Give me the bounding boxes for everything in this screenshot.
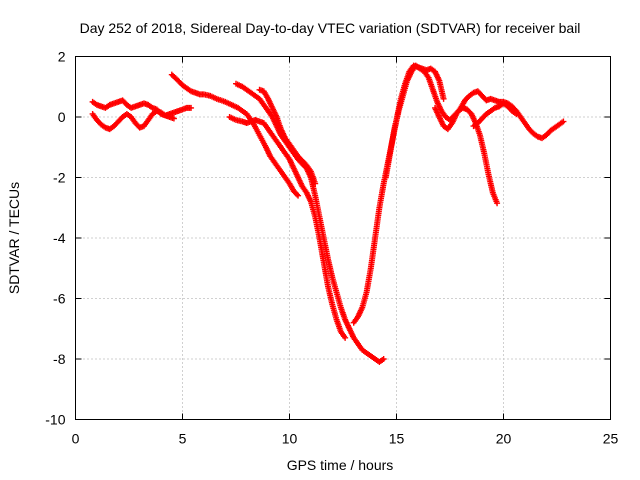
y-tick-label: -8	[53, 351, 66, 367]
x-tick-label: 25	[603, 431, 619, 447]
series-arc-3	[168, 71, 302, 199]
x-tick-label: 5	[179, 431, 187, 447]
series-arc-1	[89, 97, 195, 119]
data-point	[170, 115, 177, 122]
x-tick-label: 20	[496, 431, 512, 447]
series-arc-4	[226, 114, 349, 341]
data-point	[440, 95, 447, 102]
y-tick-label: 0	[58, 109, 66, 125]
x-tick-label: 15	[389, 431, 405, 447]
series-arc-10	[470, 100, 520, 130]
x-axis-label: GPS time / hours	[287, 457, 394, 473]
data-marks	[89, 62, 567, 366]
data-point	[293, 191, 300, 198]
data-point	[295, 192, 302, 199]
plot-frame	[75, 56, 611, 420]
x-tick-label: 0	[72, 431, 80, 447]
data-point	[513, 110, 520, 117]
y-axis-label: SDTVAR / TECUs	[6, 182, 22, 294]
x-tick-label: 10	[282, 431, 298, 447]
grid-lines	[75, 56, 611, 420]
series-arc-2	[89, 107, 177, 133]
data-point	[188, 104, 195, 111]
y-tick-label: -6	[53, 291, 66, 307]
data-point	[560, 118, 567, 125]
axis-ticks: 0 5 10 15 20 25 -10 -8 -6 -4 -2 0 2	[45, 49, 618, 447]
series-arc-6	[256, 86, 319, 187]
data-point	[380, 356, 387, 362]
y-tick-label: -2	[53, 170, 66, 186]
y-tick-label: -10	[45, 412, 65, 428]
data-point	[494, 200, 501, 207]
chart-title: Day 252 of 2018, Sidereal Day-to-day VTE…	[80, 20, 581, 36]
series-arc-9	[432, 88, 567, 142]
data-point	[342, 334, 349, 341]
data-point	[312, 180, 319, 187]
y-tick-label: -4	[53, 230, 66, 246]
y-tick-label: 2	[58, 49, 66, 65]
